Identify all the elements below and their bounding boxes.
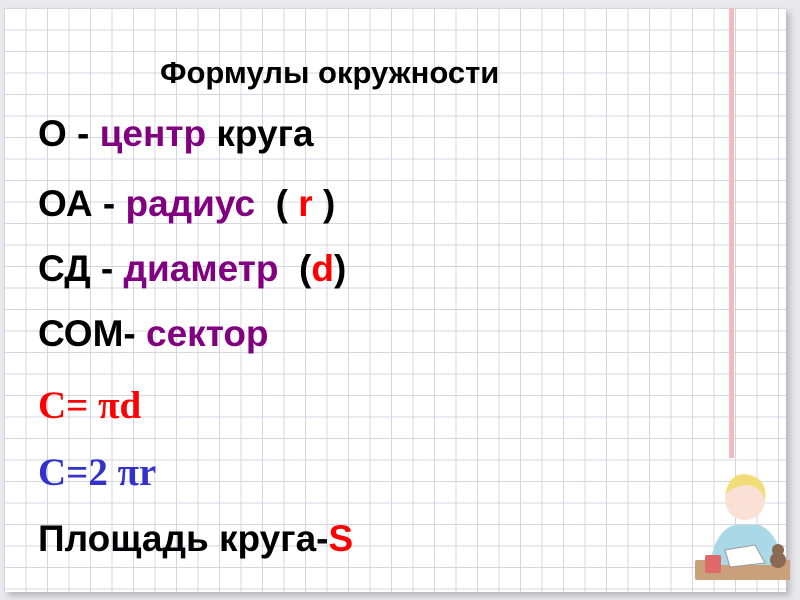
line-center: О - центр круга <box>38 113 314 155</box>
label: ) <box>333 248 347 289</box>
label: СД - <box>38 248 124 289</box>
symbol: r <box>298 183 313 224</box>
term: радиус <box>125 183 256 224</box>
slide-title: Формулы окружности <box>160 55 500 90</box>
line-diameter: СД - диаметр (d) <box>38 248 346 290</box>
line-sector: СОМ- сектор <box>38 313 269 355</box>
label: СОМ- <box>38 313 147 354</box>
grid-paper <box>4 8 786 592</box>
label: круга <box>206 113 314 154</box>
margin-line <box>729 8 734 458</box>
symbol: S <box>328 518 354 559</box>
formula-circumference-r: C=2 πr <box>38 451 157 494</box>
formula-circumference-d: C= πd <box>38 384 142 427</box>
label: Площадь круга- <box>38 518 329 559</box>
term: диаметр <box>123 248 279 289</box>
label: ( <box>278 248 312 289</box>
term: сектор <box>146 313 269 354</box>
label: ) <box>312 183 336 224</box>
label: ОА - <box>38 183 126 224</box>
line-radius: ОА - радиус ( r ) <box>38 183 335 225</box>
term: центр <box>99 113 207 154</box>
label: О - <box>38 113 100 154</box>
label: ( <box>255 183 299 224</box>
line-area: Площадь круга-S <box>38 518 353 560</box>
symbol: d <box>311 248 334 289</box>
girl-writing-illustration <box>695 474 790 580</box>
